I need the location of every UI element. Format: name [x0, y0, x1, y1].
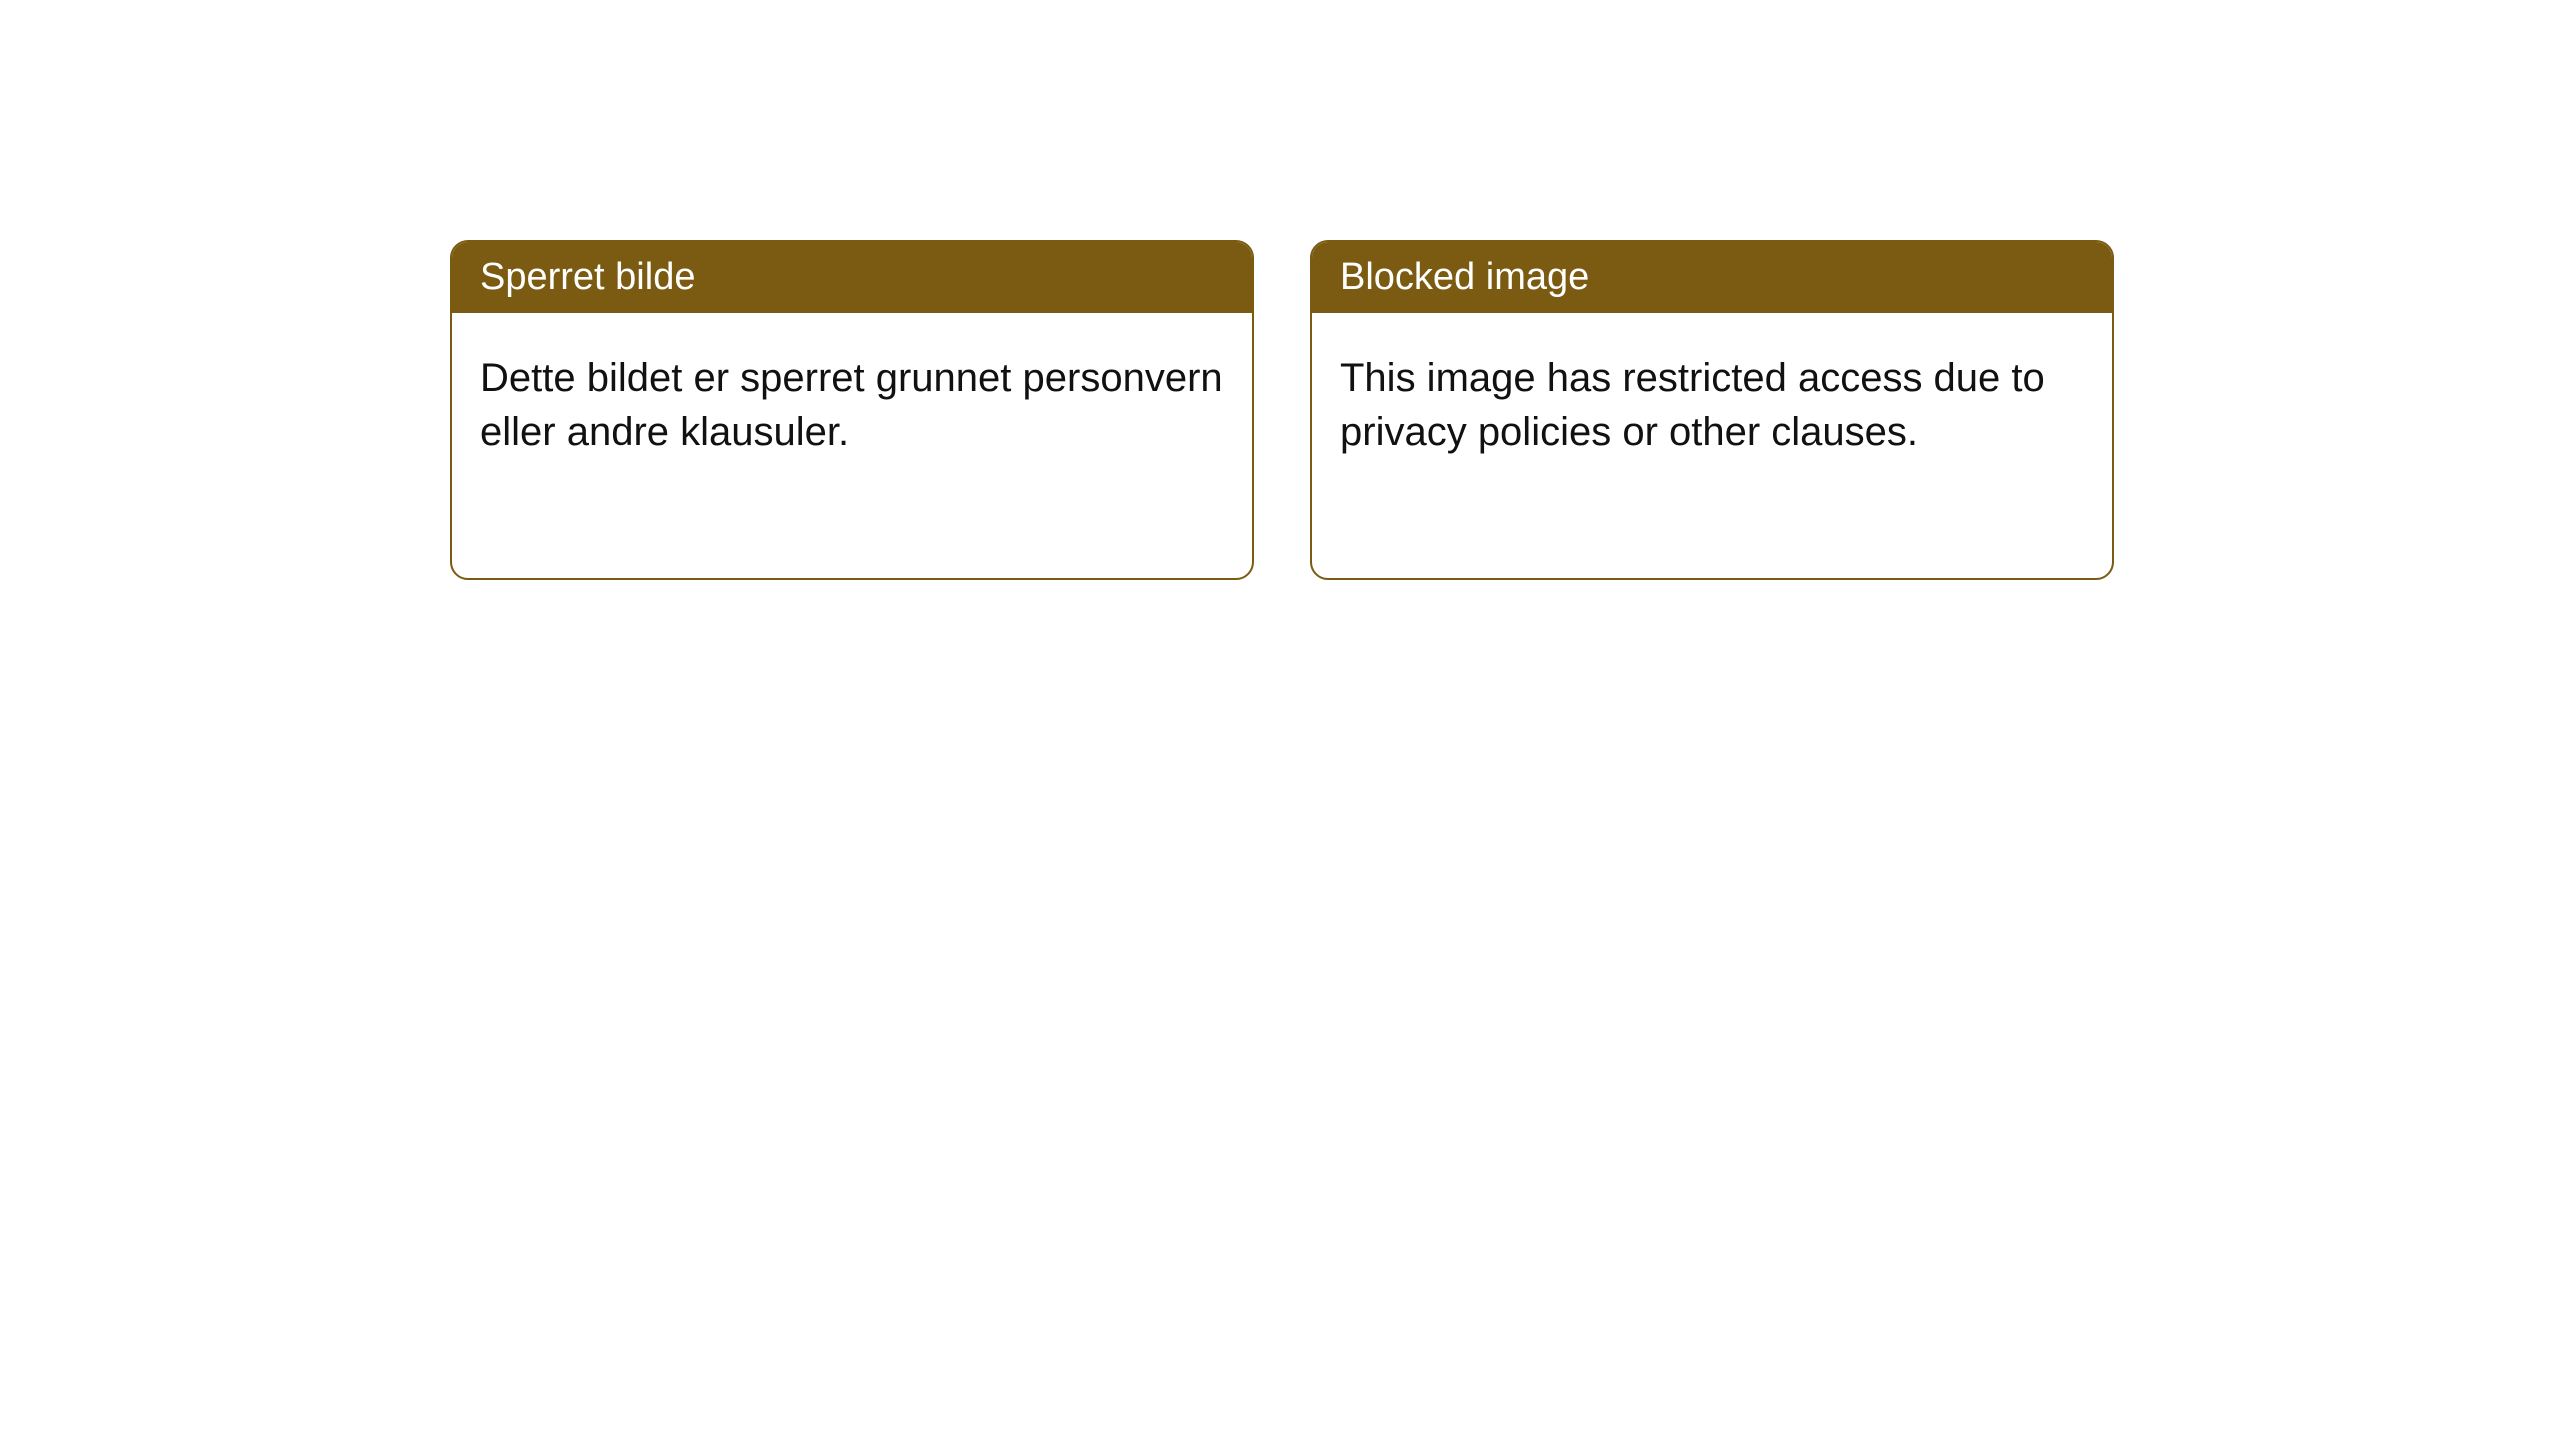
panel-text-norwegian: Dette bildet er sperret grunnet personve…	[480, 356, 1223, 454]
panel-header-english: Blocked image	[1312, 242, 2112, 313]
panels-container: Sperret bilde Dette bildet er sperret gr…	[0, 0, 2560, 580]
panel-title-norwegian: Sperret bilde	[480, 256, 695, 298]
panel-norwegian: Sperret bilde Dette bildet er sperret gr…	[450, 240, 1254, 580]
panel-body-norwegian: Dette bildet er sperret grunnet personve…	[452, 313, 1252, 497]
panel-body-english: This image has restricted access due to …	[1312, 313, 2112, 497]
panel-english: Blocked image This image has restricted …	[1310, 240, 2114, 580]
panel-title-english: Blocked image	[1340, 256, 1589, 298]
panel-header-norwegian: Sperret bilde	[452, 242, 1252, 313]
panel-text-english: This image has restricted access due to …	[1340, 356, 2045, 454]
